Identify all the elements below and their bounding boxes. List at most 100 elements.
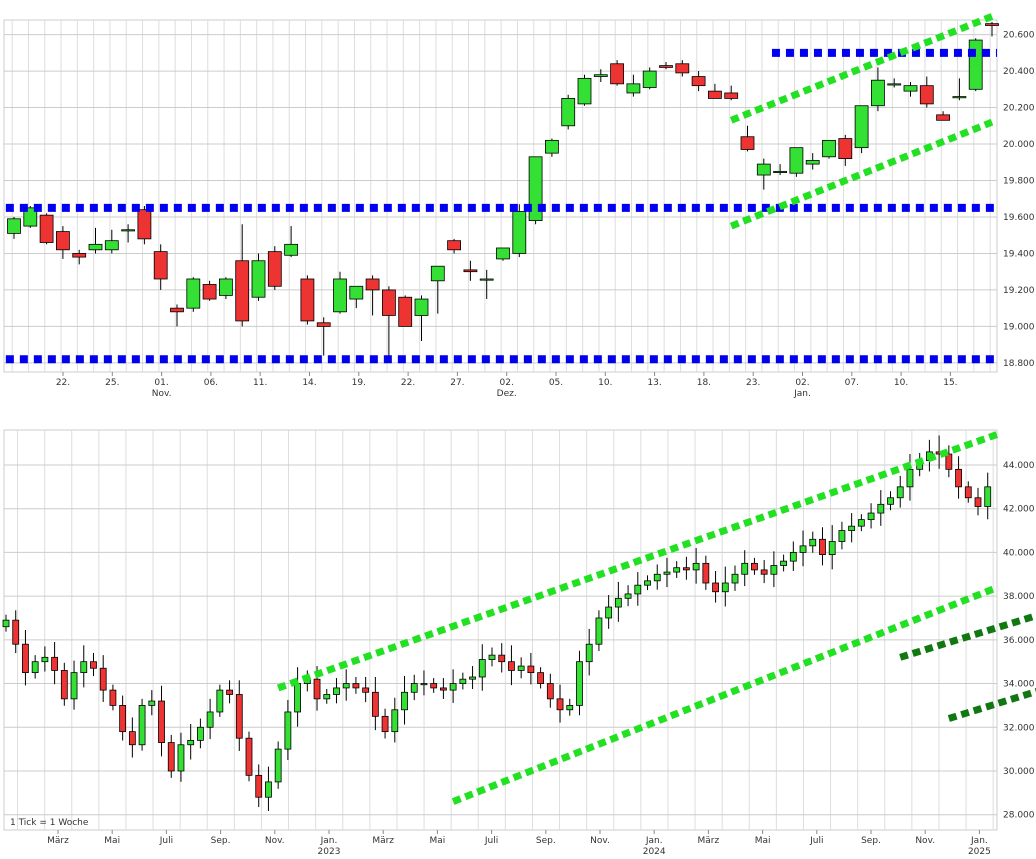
candle-body xyxy=(138,705,146,746)
candle-body xyxy=(391,709,399,733)
x-tick-label: 23. xyxy=(746,378,760,388)
candle-body xyxy=(642,70,657,88)
candle-body xyxy=(945,453,953,470)
candle-body xyxy=(72,253,87,258)
candle-body xyxy=(245,737,253,776)
candle-body xyxy=(871,79,885,107)
x-tick-label: Mai xyxy=(755,836,771,846)
candle-body xyxy=(284,711,292,750)
candle-body xyxy=(828,541,836,555)
y-tick-label: 36.000 xyxy=(1003,636,1035,646)
y-tick-label: 44.000 xyxy=(1003,461,1035,471)
candle-body xyxy=(265,781,272,798)
candle-body xyxy=(12,619,20,645)
x-tick-label: 02. xyxy=(500,378,514,388)
candle-body xyxy=(741,562,749,575)
candle-body xyxy=(177,744,185,772)
candle-body xyxy=(128,731,136,746)
x-tick-label: 13. xyxy=(647,378,661,388)
y-tick-label: 18.800 xyxy=(1003,359,1035,369)
candle-body xyxy=(887,83,902,86)
candle-body xyxy=(167,742,175,772)
candle-body xyxy=(537,672,544,684)
candle-body xyxy=(430,683,438,689)
candle-body xyxy=(187,739,195,746)
candle-body xyxy=(906,468,914,488)
candle-body xyxy=(605,606,613,619)
candle-body xyxy=(708,90,722,99)
candle-body xyxy=(691,76,706,87)
candle-body xyxy=(577,77,592,105)
candle-body xyxy=(659,65,673,68)
candle-body xyxy=(469,676,476,680)
x-tick-label: 14. xyxy=(302,378,316,388)
candle-body xyxy=(414,298,429,316)
y-tick-label: 19.800 xyxy=(1003,176,1035,186)
candle-body xyxy=(148,700,156,706)
candle-body xyxy=(255,774,263,798)
candle-body xyxy=(226,689,233,695)
candle-body xyxy=(614,597,622,608)
candle-body xyxy=(740,136,755,150)
candle-body xyxy=(342,683,350,689)
candle-body xyxy=(508,661,515,671)
candle-body xyxy=(527,665,535,674)
candle-body xyxy=(877,503,885,514)
y-tick-label: 20.200 xyxy=(1003,104,1035,114)
candle-body xyxy=(919,85,934,105)
x-tick-label: 10. xyxy=(598,378,612,388)
x-tick-label: 02. xyxy=(795,378,809,388)
candle-body xyxy=(634,584,642,595)
x-tick-label: Jan. xyxy=(645,836,663,846)
x-tick-label: Jan. xyxy=(320,836,338,846)
candle-body xyxy=(60,670,68,700)
x-tick-label: Sep. xyxy=(536,836,556,846)
y-tick-label: 20.600 xyxy=(1003,31,1035,41)
candle-body xyxy=(974,497,982,507)
x-tick-label: 19. xyxy=(352,378,366,388)
candle-body xyxy=(712,582,719,593)
candle-body xyxy=(251,260,266,298)
candle-body xyxy=(381,715,389,733)
x-tick-label: 01. xyxy=(154,378,168,388)
x-tick-sublabel: 2024 xyxy=(643,847,666,857)
y-tick-label: 19.600 xyxy=(1003,213,1035,223)
candle-body xyxy=(593,74,608,77)
x-tick-label: 18. xyxy=(697,378,711,388)
candle-body xyxy=(99,667,107,691)
candle-body xyxy=(349,285,364,300)
candle-body xyxy=(186,278,201,309)
candle-body xyxy=(398,296,413,327)
candle-body xyxy=(867,512,875,521)
daily-chart-panel: 20.600 20.400 20.200 20.000 19.800 19.600 19.4… xyxy=(3,13,1035,399)
candle-body xyxy=(773,170,787,173)
candle-body xyxy=(498,654,506,663)
x-tick-label: 10. xyxy=(894,378,908,388)
candle-body xyxy=(496,247,510,260)
candle-body xyxy=(316,322,331,327)
candle-body xyxy=(362,687,370,693)
candle-body xyxy=(809,538,817,547)
trend-line xyxy=(451,584,999,805)
candle-body xyxy=(206,711,214,728)
candle-body xyxy=(216,689,224,713)
candle-body xyxy=(896,486,904,499)
y-tick-label: 34.000 xyxy=(1003,680,1035,690)
candle-body xyxy=(294,683,302,713)
candle-body xyxy=(313,678,321,700)
candle-body xyxy=(88,243,103,251)
candle-body xyxy=(274,748,282,783)
candle-body xyxy=(653,573,661,582)
candle-body xyxy=(984,486,992,507)
candle-body xyxy=(756,163,771,176)
candle-body xyxy=(556,698,564,711)
candle-body xyxy=(284,243,299,256)
x-tick-label: 25. xyxy=(105,378,119,388)
candle-body xyxy=(104,240,119,251)
candle-body xyxy=(267,251,282,287)
candle-body xyxy=(300,278,315,322)
x-tick-label: März xyxy=(47,836,69,846)
candle-body xyxy=(663,571,671,575)
x-tick-label: 06. xyxy=(204,378,218,388)
